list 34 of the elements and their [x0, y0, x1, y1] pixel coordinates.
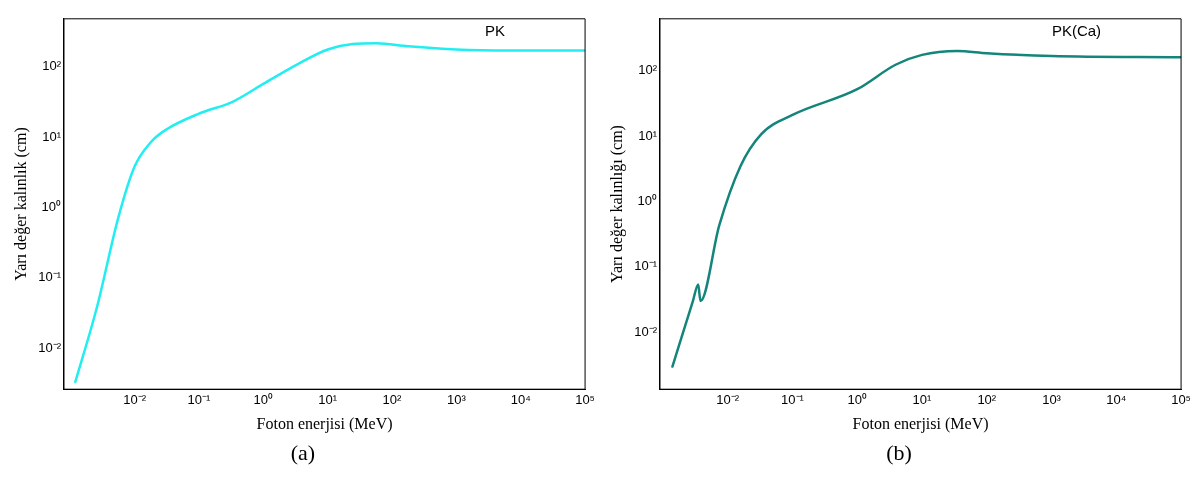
y-tick-label: 10² [638, 62, 658, 78]
text: (b) [886, 440, 912, 466]
y-tick-label: 10⁰ [41, 198, 61, 214]
x-tick-label: 10⁴ [1106, 391, 1127, 407]
x-axis-title: Foton enerjisi (MeV) [852, 414, 989, 433]
x-tick-label: 10⁻¹ [781, 391, 805, 407]
y-tick-label: 10⁻¹ [634, 258, 658, 274]
y-axis-title: Yarı değer kalınlık (cm) [11, 127, 30, 281]
x-tick-label: 10⁻² [123, 391, 147, 407]
x-axis-title: Foton enerjisi (MeV) [256, 414, 393, 433]
x-tick-label: 10³ [446, 391, 467, 407]
y-tick-label: 10¹ [638, 127, 658, 143]
x-tick-label: 10⁵ [575, 391, 596, 407]
y-tick-label: 10⁻² [38, 339, 62, 355]
x-tick-label: 10² [977, 391, 997, 407]
y-axis-title: Yarı değer kalınlığı (cm) [607, 125, 626, 283]
x-tick-label: 10⁵ [1171, 391, 1192, 407]
annotation: PK [485, 22, 506, 40]
x-tick-label: 10³ [1042, 391, 1062, 407]
y-tick-label: 10² [42, 58, 62, 74]
x-tick-label: 10⁻¹ [187, 391, 211, 407]
x-tick-label: 10⁻² [716, 391, 740, 407]
y-tick-label: 10⁻² [634, 323, 658, 339]
y-tick-label: 10¹ [42, 128, 62, 144]
x-tick-label: 10² [382, 391, 403, 407]
x-tick-label: 10⁰ [847, 391, 867, 407]
text: (a) [290, 440, 316, 466]
x-tick-label: 10¹ [912, 391, 933, 407]
y-tick-label: 10⁻¹ [38, 269, 62, 285]
x-tick-label: 10⁰ [253, 391, 274, 407]
x-tick-label: 10⁴ [510, 391, 531, 407]
annotation: PK(Ca) [1051, 22, 1102, 40]
y-tick-label: 10⁰ [637, 193, 657, 209]
x-tick-label: 10¹ [318, 391, 338, 407]
